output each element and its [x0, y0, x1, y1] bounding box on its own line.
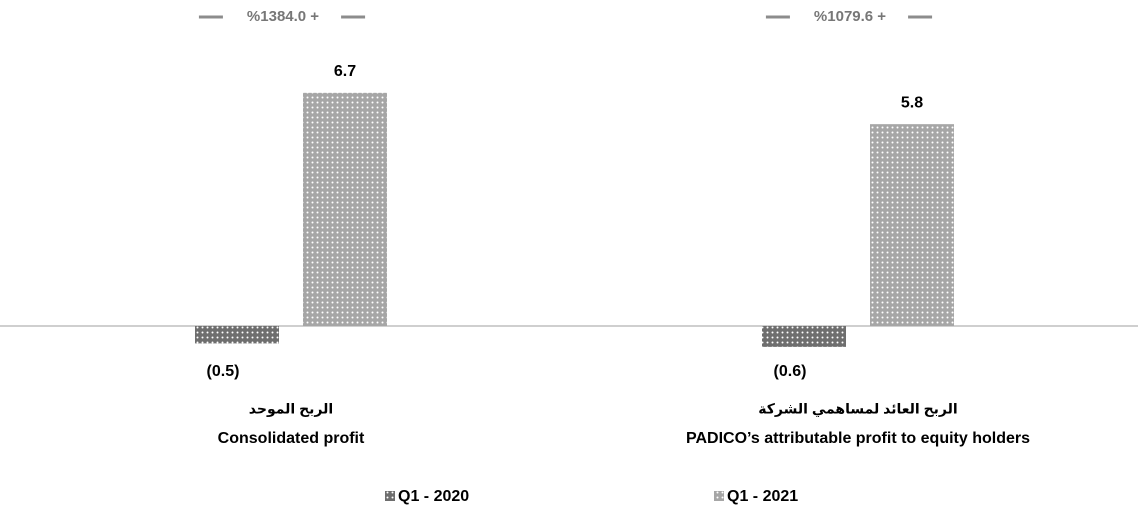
- bar: [195, 326, 279, 344]
- bar: [303, 92, 387, 326]
- category-label: Consolidated profit: [218, 430, 365, 447]
- legend-swatch: [714, 491, 724, 501]
- legend-label: Q1 - 2020: [398, 488, 469, 505]
- legend-label: Q1 - 2021: [727, 488, 798, 505]
- bar: [762, 326, 846, 347]
- category-label: PADICO’s attributable profit to equity h…: [686, 430, 1030, 447]
- data-label: 5.8: [901, 94, 923, 111]
- data-label: (0.6): [774, 363, 807, 380]
- bar: [870, 124, 954, 326]
- annotation: %1384.0 +: [247, 8, 319, 25]
- annotation: %1079.6 +: [814, 8, 886, 25]
- data-label: (0.5): [207, 363, 240, 380]
- category-label-ar: الربح العائد لمساهمي الشركة: [758, 401, 957, 418]
- category-label-ar: الربح الموحد: [249, 401, 333, 418]
- data-label: 6.7: [334, 63, 356, 80]
- legend-swatch: [385, 491, 395, 501]
